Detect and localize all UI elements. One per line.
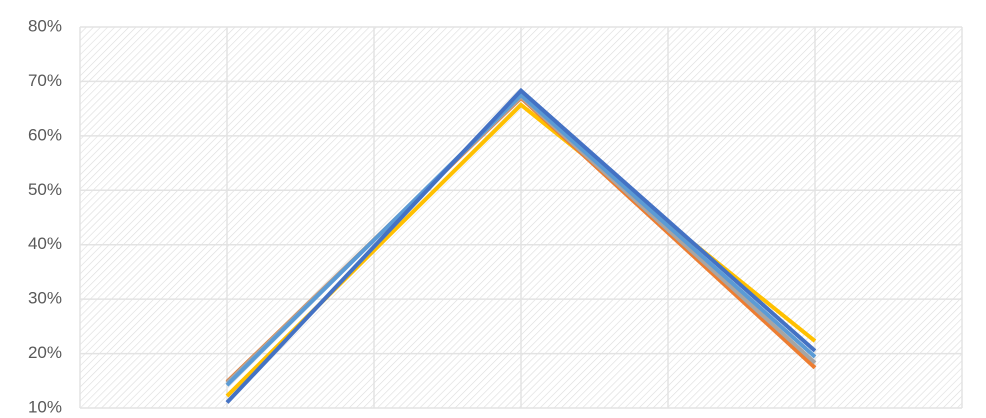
y-tick-label: 60% <box>28 125 62 144</box>
series-line <box>225 92 817 387</box>
y-tick-label: 10% <box>28 397 62 416</box>
y-tick-label: 30% <box>28 289 62 308</box>
y-tick-label: 50% <box>28 180 62 199</box>
y-tick-label: 80% <box>28 16 62 35</box>
y-tick-label: 40% <box>28 234 62 253</box>
series-line <box>225 87 817 404</box>
y-tick-label: 70% <box>28 71 62 90</box>
y-tick-label: 20% <box>28 343 62 362</box>
